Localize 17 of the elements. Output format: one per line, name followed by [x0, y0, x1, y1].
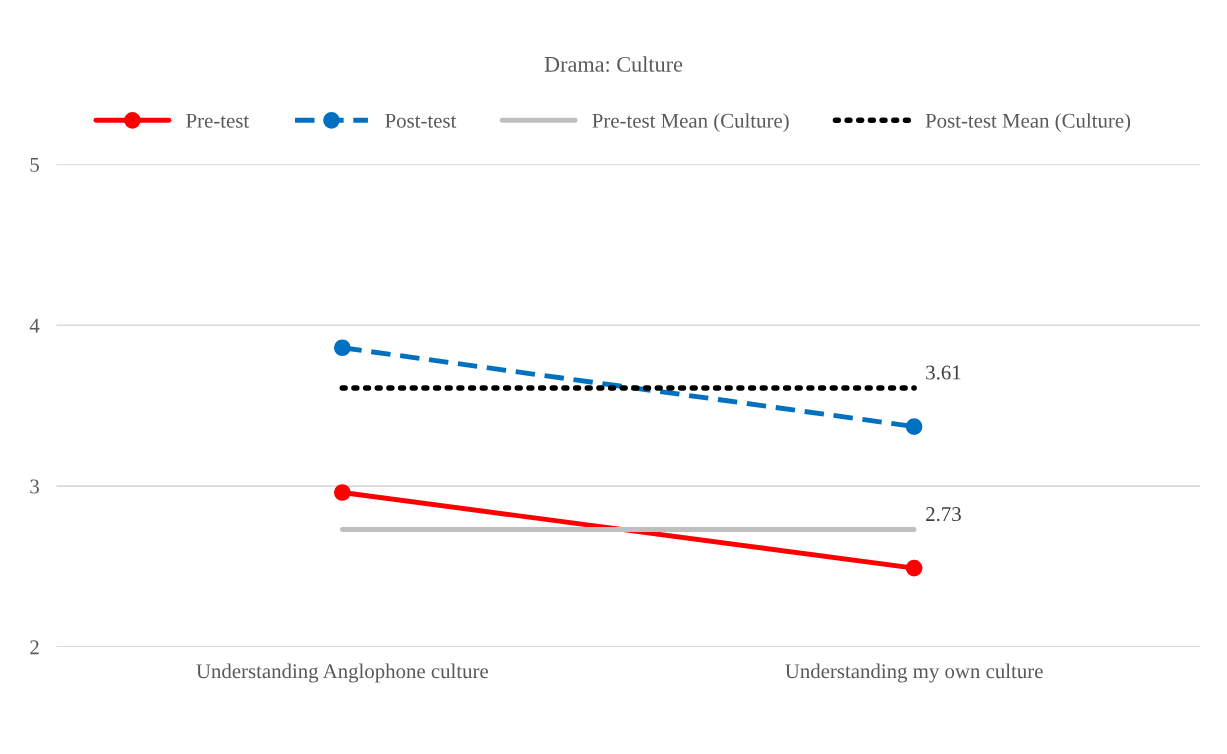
data-label: 2.73 — [926, 507, 961, 522]
x-tick-label: Understanding my own culture — [785, 663, 1043, 683]
data-label: 3.61 — [926, 365, 961, 380]
legend-label: Post-test — [385, 113, 457, 128]
point — [905, 418, 923, 435]
y-tick-label: 5 — [30, 157, 39, 172]
y-tick-label: 4 — [29, 318, 40, 333]
point — [333, 484, 351, 501]
chart-title: Drama: Culture — [544, 56, 683, 72]
y-tick-label: 2 — [30, 640, 39, 655]
x-tick-label: Understanding Anglophone culture — [196, 663, 488, 683]
legend-label: Pre-test — [186, 113, 250, 128]
legend-label: Post-test Mean (Culture) — [925, 113, 1131, 133]
point — [905, 559, 923, 577]
y-tick-label: 3 — [30, 479, 39, 494]
point — [333, 339, 351, 357]
legend-label: Pre-test Mean (Culture) — [592, 113, 789, 133]
